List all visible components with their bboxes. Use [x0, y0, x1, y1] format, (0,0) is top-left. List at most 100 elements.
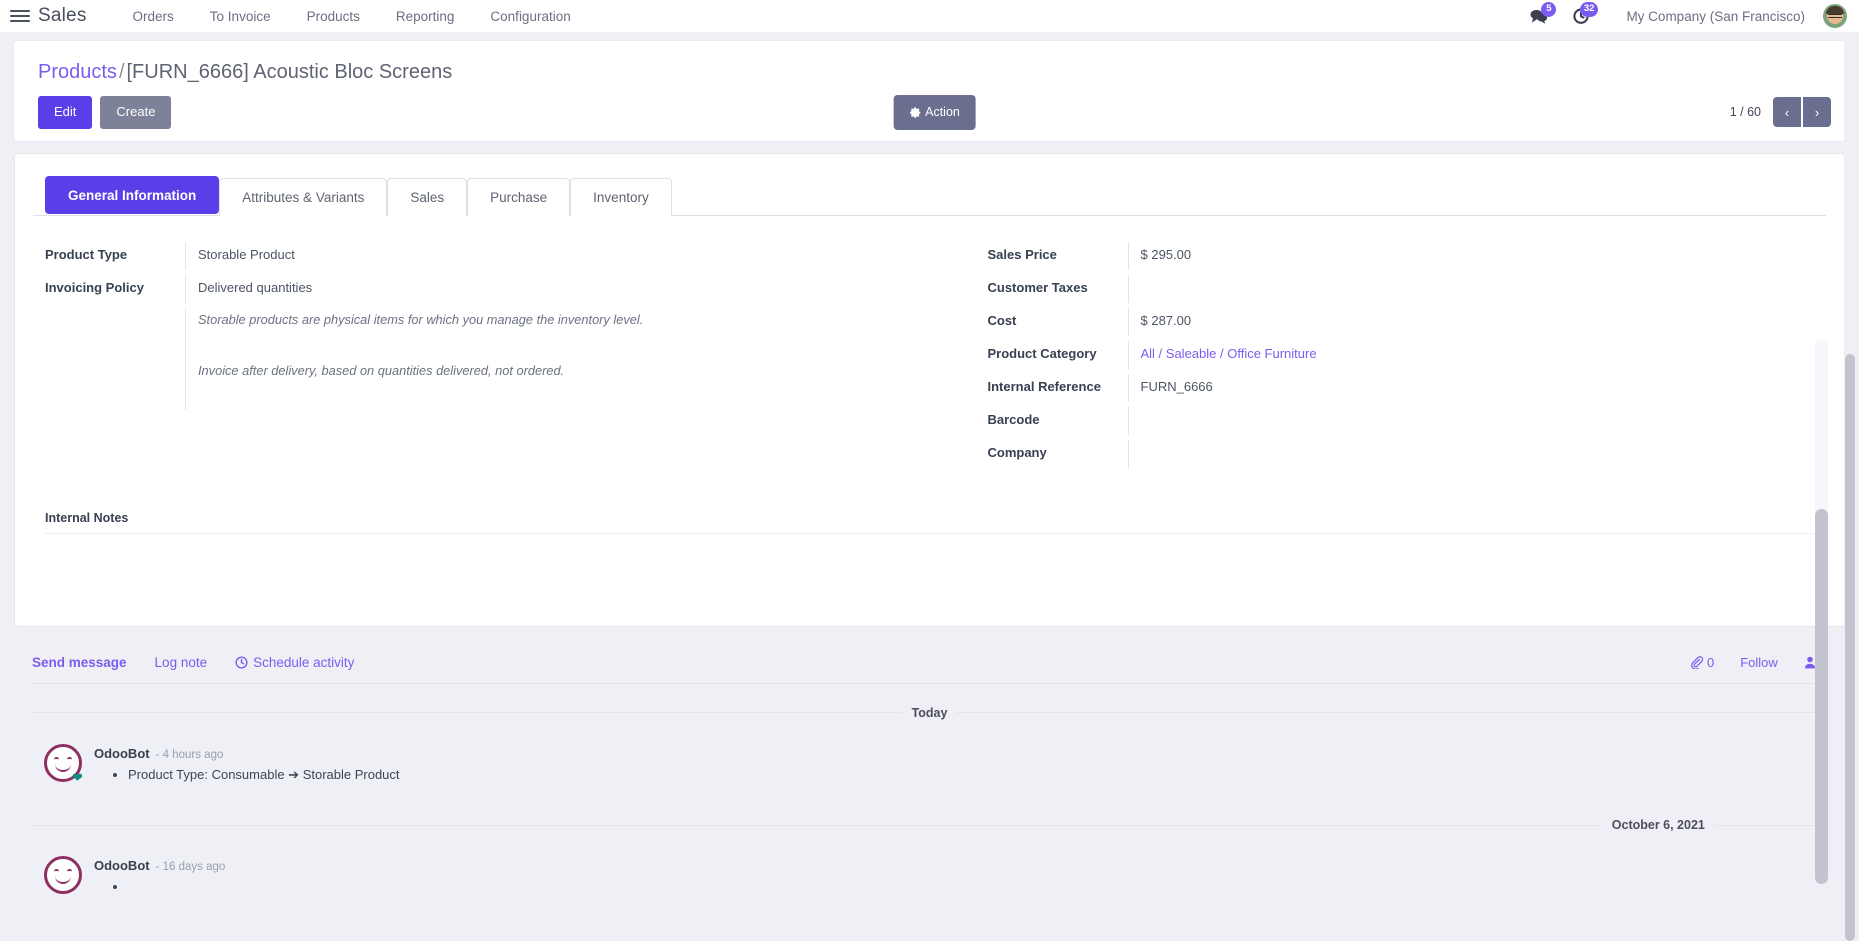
app-brand[interactable]: Sales	[38, 5, 87, 26]
follow-button[interactable]: Follow	[1740, 654, 1778, 670]
tab-purchase[interactable]: Purchase	[467, 177, 571, 216]
page-scrollbar-thumb[interactable]	[1845, 354, 1855, 941]
divider-line-left	[32, 824, 1602, 826]
messages-badge: 5	[1541, 2, 1557, 17]
action-button[interactable]: Action	[893, 95, 976, 130]
message-author[interactable]: OdooBot	[94, 745, 150, 761]
navbar-right: 5 32 My Company (San Francisco)	[1518, 0, 1847, 32]
page-title: [FURN_6666] Acoustic Bloc Screens	[126, 61, 453, 83]
field-product-category: Product Category All / Saleable / Office…	[988, 340, 1815, 374]
menu-item-configuration[interactable]: Configuration	[490, 8, 571, 24]
gear-icon	[909, 107, 920, 118]
breadcrumb-separator: /	[118, 61, 125, 83]
hint-product-type: Storable products are physical items for…	[185, 307, 930, 331]
sheet-scrollbar[interactable]	[1815, 338, 1828, 884]
sheet-scrollbar-thumb[interactable]	[1815, 508, 1828, 884]
breadcrumb: Products / [FURN_6666] Acoustic Bloc Scree…	[38, 61, 1831, 84]
field-sales-price-label: Sales Price	[987, 246, 1057, 262]
internal-notes-label: Internal Notes	[45, 511, 1814, 534]
field-barcode-label: Barcode	[987, 411, 1040, 427]
form-sheet: General Information Attributes & Variant…	[14, 152, 1845, 884]
attachments-button[interactable]: 0	[1690, 655, 1714, 670]
message-header: OdooBot - 16 days ago	[94, 858, 1815, 873]
message-header: OdooBot - 4 hours ago	[94, 746, 1815, 761]
create-button[interactable]: Create	[100, 96, 172, 129]
hint-spacer	[185, 330, 930, 359]
avatar-hair	[1826, 6, 1844, 14]
message-line: Product Type: Consumable ➔ Storable Prod…	[128, 765, 1815, 785]
divider-line-right	[957, 712, 1828, 714]
tab-general-information[interactable]: General Information	[45, 175, 220, 214]
avatar-eye-left	[54, 869, 59, 872]
message-body: OdooBot - 4 hours ago Product Type: Cons…	[94, 744, 1815, 785]
field-barcode: Barcode	[987, 406, 1815, 440]
message-item: OdooBot - 16 days ago	[32, 846, 1827, 909]
message-line	[128, 877, 1815, 897]
paperclip-icon	[1691, 656, 1703, 669]
field-invoicing-policy: Invoicing Policy Delivered quantities	[45, 274, 930, 308]
field-invoicing-policy-value[interactable]: Delivered quantities	[185, 274, 930, 303]
field-product-category-value[interactable]: All / Saleable / Office Furniture	[1127, 340, 1815, 369]
message-author[interactable]: OdooBot	[94, 858, 150, 874]
main-menu: Orders To Invoice Products Reporting Con…	[115, 3, 589, 30]
chatter: Send message Log note Schedule activity …	[14, 641, 1845, 909]
notebook-tabs: General Information Attributes & Variant…	[33, 175, 1826, 216]
user-avatar[interactable]	[1823, 4, 1847, 28]
pager-next-button[interactable]: ›	[1803, 97, 1831, 128]
avatar-eye-right	[67, 756, 72, 760]
divider-line-right	[1714, 824, 1827, 826]
message-item: ❤ OdooBot - 4 hours ago Product Type: Co…	[32, 733, 1827, 797]
action-button-holder: Action	[893, 95, 976, 130]
odoobot-avatar	[44, 856, 82, 895]
pager-previous-button[interactable]: ‹	[1773, 97, 1801, 128]
form-column-right: Sales Price $ 295.00 Customer Taxes Cost…	[930, 241, 1815, 473]
internal-notes-input[interactable]	[45, 534, 1814, 608]
company-switcher[interactable]: My Company (San Francisco)	[1626, 8, 1805, 24]
message-timestamp: - 4 hours ago	[155, 748, 224, 761]
field-barcode-value[interactable]	[1127, 406, 1815, 435]
menu-item-to-invoice[interactable]: To Invoice	[209, 8, 271, 24]
control-panel: Products / [FURN_6666] Acoustic Bloc Scree…	[14, 41, 1845, 141]
avatar-eye-left	[54, 756, 59, 760]
tab-attributes-variants[interactable]: Attributes & Variants	[219, 177, 388, 216]
hint-spacer-bottom	[185, 381, 930, 410]
tab-inventory[interactable]: Inventory	[570, 177, 672, 216]
send-message-button[interactable]: Send message	[32, 654, 127, 670]
field-sales-price: Sales Price $ 295.00	[987, 241, 1815, 275]
field-cost-value[interactable]: $ 287.00	[1127, 307, 1815, 336]
control-panel-actions: Edit Create Action 1 / 60 ‹ ›	[38, 95, 1831, 130]
field-company-value[interactable]	[1127, 439, 1815, 468]
messages-button[interactable]: 5	[1518, 0, 1560, 32]
page-scrollbar[interactable]	[1844, 34, 1856, 941]
field-sales-price-value[interactable]: $ 295.00	[1127, 241, 1815, 270]
edit-button[interactable]: Edit	[38, 96, 93, 129]
hamburger-menu-icon[interactable]	[10, 6, 30, 26]
field-internal-reference: Internal Reference FURN_6666	[988, 373, 1815, 407]
field-cost-label: Cost	[987, 312, 1017, 328]
log-note-button[interactable]: Log note	[154, 654, 208, 670]
avatar-smile	[55, 763, 71, 772]
field-internal-reference-value[interactable]: FURN_6666	[1127, 373, 1815, 402]
top-navbar: Sales Orders To Invoice Products Reporti…	[0, 0, 1859, 32]
menu-item-reporting[interactable]: Reporting	[395, 8, 455, 24]
field-customer-taxes-label: Customer Taxes	[987, 279, 1088, 295]
activities-badge: 32	[1579, 2, 1599, 17]
message-body: OdooBot - 16 days ago	[94, 856, 1815, 897]
field-customer-taxes-value[interactable]	[1127, 274, 1815, 303]
field-product-type-value[interactable]: Storable Product	[185, 241, 930, 270]
divider-line-left	[32, 712, 902, 714]
action-button-label: Action	[925, 105, 960, 120]
chevron-left-icon: ‹	[1784, 104, 1790, 120]
user-icon	[1804, 656, 1815, 669]
activities-button[interactable]: 32	[1560, 0, 1602, 32]
menu-item-orders[interactable]: Orders	[132, 8, 174, 24]
product-category-link[interactable]: All / Saleable / Office Furniture	[1140, 345, 1317, 361]
tab-sales[interactable]: Sales	[387, 177, 468, 216]
date-separator-october: October 6, 2021	[32, 818, 1827, 832]
schedule-activity-button[interactable]: Schedule activity	[235, 655, 354, 670]
date-separator-today: Today	[32, 705, 1828, 720]
date-separator-label: Today	[911, 705, 948, 720]
menu-item-products[interactable]: Products	[306, 8, 360, 24]
breadcrumb-products-link[interactable]: Products	[38, 61, 117, 83]
avatar-glasses	[1828, 14, 1842, 18]
